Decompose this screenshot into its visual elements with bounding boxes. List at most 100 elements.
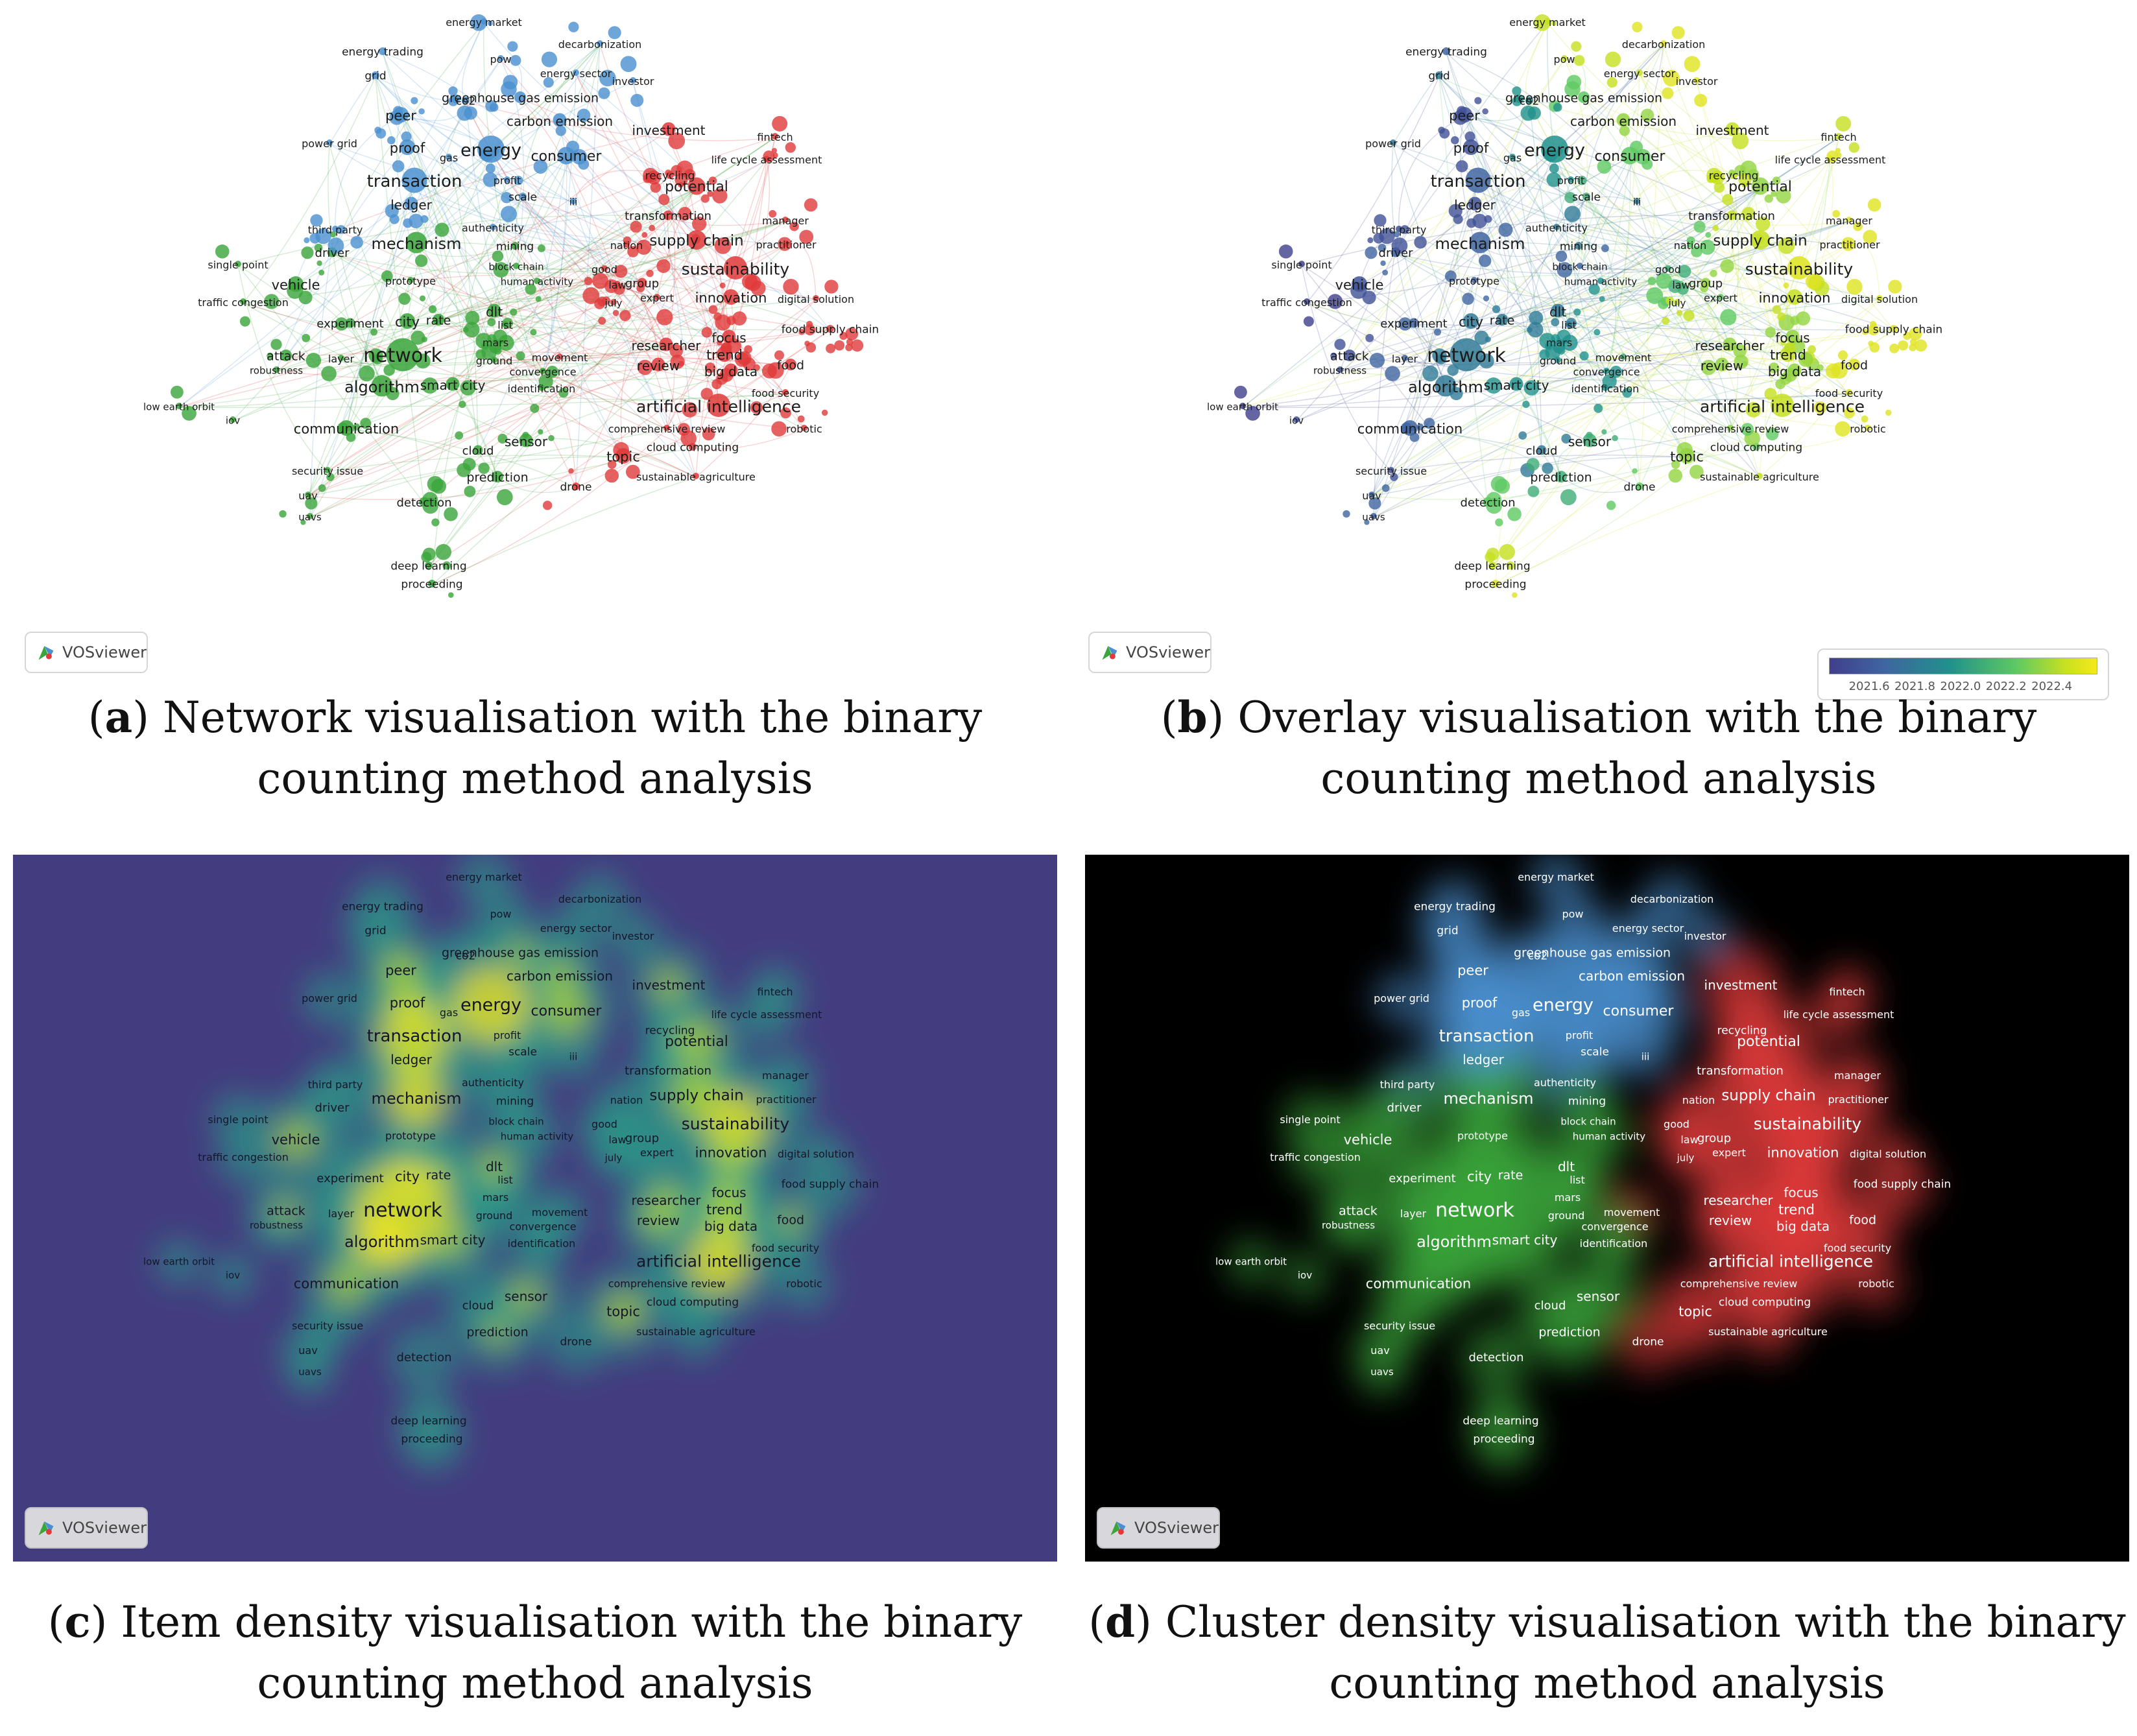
overlay-link bbox=[1477, 181, 1761, 243]
overlay-keyword-label: investment bbox=[1695, 123, 1769, 138]
overlay-keyword-label: consumer bbox=[1594, 149, 1665, 165]
overlay-minor-node bbox=[1374, 214, 1387, 227]
cluster-density-core bbox=[1460, 1070, 1517, 1127]
overlay-minor-node bbox=[1416, 423, 1424, 431]
overlay-node bbox=[1634, 198, 1640, 204]
overlay-minor-node bbox=[1439, 128, 1450, 139]
network-minor-node bbox=[329, 231, 337, 238]
item-keyword-label: practitioner bbox=[756, 1093, 817, 1106]
item-keyword-label: robotic bbox=[786, 1278, 822, 1290]
vosviewer-logo-icon bbox=[1110, 1521, 1126, 1536]
overlay-keyword-label: big data bbox=[1767, 364, 1822, 379]
overlay-link bbox=[1529, 101, 1570, 326]
network-minor-node bbox=[732, 311, 747, 326]
overlay-link bbox=[1512, 158, 1542, 452]
cluster-density-core bbox=[1580, 941, 1605, 966]
overlay-keyword-label: fintech bbox=[1821, 131, 1857, 143]
network-minor-node bbox=[522, 431, 529, 439]
network-node bbox=[597, 40, 603, 47]
item-density-blob bbox=[209, 1252, 256, 1299]
overlay-minor-node bbox=[1720, 259, 1734, 273]
network-node bbox=[785, 359, 796, 370]
network-minor-node bbox=[492, 250, 504, 263]
vosviewer-logo-icon bbox=[1102, 646, 1117, 660]
cluster-keyword-label: innovation bbox=[1767, 1145, 1839, 1161]
network-minor-node bbox=[717, 340, 722, 346]
network-minor-node bbox=[392, 160, 405, 172]
network-minor-node bbox=[691, 234, 701, 244]
cluster-keyword-label: iov bbox=[1297, 1269, 1313, 1281]
overlay-minor-node bbox=[1453, 214, 1463, 224]
item-density-core bbox=[479, 1151, 510, 1182]
overlay-minor-node bbox=[1601, 429, 1607, 435]
network-minor-node bbox=[239, 316, 250, 327]
network-node bbox=[687, 177, 706, 195]
network-keyword-label: mining bbox=[495, 240, 534, 254]
overlay-keyword-label: comprehensive review bbox=[1671, 423, 1789, 435]
overlay-link bbox=[1623, 121, 1800, 270]
network-node bbox=[610, 299, 617, 305]
caption-line: ) Network visualisation with the binary bbox=[132, 693, 983, 743]
network-link bbox=[448, 158, 479, 452]
overlay-minor-node bbox=[1499, 543, 1516, 560]
overlay-minor-node bbox=[1706, 174, 1715, 184]
overlay-link bbox=[1557, 311, 1783, 407]
network-minor-node bbox=[577, 108, 591, 123]
overlay-link bbox=[1564, 58, 1586, 99]
overlay-link bbox=[1306, 76, 1440, 303]
overlay-keyword-label: sustainability bbox=[1745, 259, 1854, 279]
network-link bbox=[396, 115, 439, 322]
network-keyword-label: city bbox=[394, 314, 420, 330]
overlay-keyword-label: pow bbox=[1553, 53, 1575, 65]
network-link bbox=[295, 285, 383, 388]
network-minor-node bbox=[455, 431, 464, 440]
overlay-keyword-label: nation bbox=[1673, 239, 1707, 252]
overlay-keyword-label: topic bbox=[1670, 449, 1704, 465]
overlay-minor-node bbox=[1573, 308, 1581, 316]
overlay-node bbox=[1344, 350, 1355, 361]
item-keyword-label: ledger bbox=[390, 1052, 432, 1067]
cluster-keyword-label: decarbonization bbox=[1630, 893, 1714, 905]
overlay-link bbox=[1579, 220, 1850, 270]
overlay-keyword-label: recycling bbox=[1708, 169, 1759, 183]
network-link bbox=[414, 181, 697, 243]
network-minor-node bbox=[451, 94, 460, 104]
network-minor-node bbox=[182, 406, 197, 421]
caption-letter: b bbox=[1177, 692, 1208, 743]
overlay-link bbox=[1474, 81, 1697, 206]
cluster-keyword-label: ledger bbox=[1462, 1052, 1504, 1067]
item-keyword-label: energy market bbox=[446, 871, 522, 883]
cluster-keyword-label: layer bbox=[1400, 1207, 1427, 1220]
item-keyword-label: ground bbox=[475, 1209, 513, 1222]
network-minor-node bbox=[636, 239, 652, 255]
item-keyword-label: human activity bbox=[500, 1130, 574, 1143]
overlay-link bbox=[1404, 359, 1422, 430]
cluster-keyword-label: uav bbox=[1370, 1344, 1390, 1357]
overlay-node bbox=[1582, 433, 1597, 447]
network-minor-node bbox=[370, 328, 378, 336]
network-minor-node bbox=[481, 342, 490, 350]
overlay-minor-node bbox=[1710, 269, 1717, 278]
network-link bbox=[285, 345, 667, 366]
overlay-minor-node bbox=[1606, 77, 1618, 88]
network-minor-node bbox=[669, 344, 684, 358]
item-keyword-label: carbon emission bbox=[506, 968, 614, 984]
network-keyword-label: human activity bbox=[500, 276, 574, 288]
network-keyword-label: supply chain bbox=[649, 232, 744, 250]
network-keyword-label: nation bbox=[610, 239, 643, 252]
cluster-density-core bbox=[1759, 1230, 1822, 1293]
network-minor-node bbox=[845, 327, 859, 340]
overlay-minor-node bbox=[1424, 418, 1435, 429]
network-node bbox=[280, 350, 292, 361]
network-keyword-label: layer bbox=[328, 353, 355, 365]
cluster-keyword-label: recycling bbox=[1717, 1024, 1767, 1038]
cluster-keyword-label: investor bbox=[1684, 930, 1726, 942]
network-keyword-label: power grid bbox=[302, 137, 357, 150]
overlay-minor-node bbox=[1722, 194, 1734, 206]
item-keyword-label: robustness bbox=[249, 1219, 304, 1231]
overlay-minor-node bbox=[1393, 231, 1400, 238]
network-link bbox=[465, 101, 506, 326]
network-minor-node bbox=[708, 176, 717, 185]
overlay-minor-node bbox=[1350, 282, 1367, 299]
overlay-link bbox=[1556, 160, 1831, 229]
